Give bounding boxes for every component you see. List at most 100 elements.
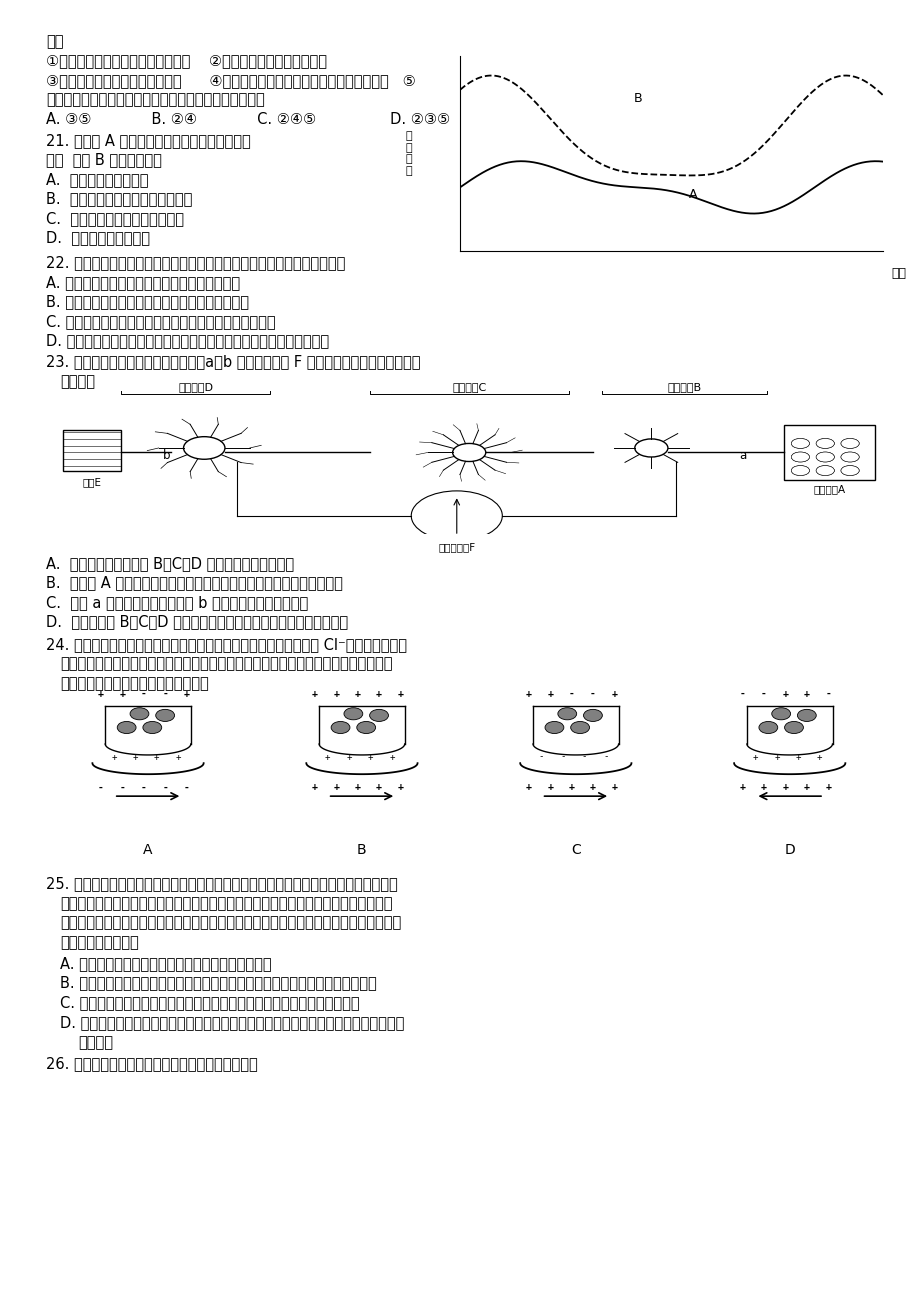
Circle shape	[142, 721, 162, 733]
Text: +: +	[816, 753, 822, 762]
Circle shape	[840, 466, 858, 475]
Text: +: +	[568, 783, 573, 793]
Text: C.  若从 a 处切断神经纤维，刺激 b 处，效应器可以产生反应: C. 若从 a 处切断神经纤维，刺激 b 处，效应器可以产生反应	[46, 595, 308, 611]
Text: ①内蒙古草原上的全部牛是一个种群    ②池塘中所有的鱼是一个种群: ①内蒙古草原上的全部牛是一个种群 ②池塘中所有的鱼是一个种群	[46, 53, 326, 69]
Text: -: -	[184, 783, 189, 793]
Bar	[63, 430, 121, 470]
Text: +: +	[803, 689, 809, 699]
Text: +: +	[132, 753, 138, 762]
Circle shape	[570, 721, 589, 733]
Text: -: -	[141, 783, 146, 793]
Circle shape	[790, 466, 809, 475]
Text: +: +	[739, 783, 744, 793]
Circle shape	[840, 466, 858, 475]
Circle shape	[790, 452, 809, 462]
Text: -: -	[141, 689, 146, 699]
Circle shape	[797, 710, 815, 721]
Circle shape	[130, 708, 149, 720]
Circle shape	[840, 452, 858, 462]
Text: -: -	[162, 783, 168, 793]
Text: 血清（生物体内的抗体主要存在于血清中）、每一个浆细胞的单独培养液，随后的实验中: 血清（生物体内的抗体主要存在于血清中）、每一个浆细胞的单独培养液，随后的实验中	[60, 915, 401, 931]
Text: B.  在细胞 A 处给与一个刺激，电流计的指针能发生两次方向相反的偏转: B. 在细胞 A 处给与一个刺激，电流计的指针能发生两次方向相反的偏转	[46, 575, 343, 591]
Circle shape	[771, 708, 789, 720]
Text: 况，  那么 B 可能代表的是: 况， 那么 B 可能代表的是	[46, 152, 162, 168]
Circle shape	[369, 710, 388, 721]
Text: -: -	[162, 689, 168, 699]
Circle shape	[331, 721, 349, 733]
Circle shape	[758, 721, 777, 733]
Circle shape	[840, 439, 858, 448]
Text: B. 调查某遗传病的发病率时以患者家系为调查对象: B. 调查某遗传病的发病率时以患者家系为调查对象	[46, 294, 249, 310]
Text: A: A	[687, 187, 697, 201]
Text: +: +	[795, 753, 800, 762]
Text: 最可能出现的现象是: 最可能出现的现象是	[60, 935, 139, 950]
Text: 神经元产生抑制。能正确表示突触前膜释放该种递质前、突触后膜接受该种递质后的膜: 神经元产生抑制。能正确表示突触前膜释放该种递质前、突触后膜接受该种递质后的膜	[60, 656, 391, 672]
Text: -: -	[739, 689, 744, 699]
Text: D.  兴奋在细胞 B、C、D 之间传递时，都存在化学信号与电信号的转换: D. 兴奋在细胞 B、C、D 之间传递时，都存在化学信号与电信号的转换	[46, 615, 347, 630]
Text: C.  群落中生产者数量变化的情况: C. 群落中生产者数量变化的情况	[46, 211, 184, 227]
Text: +: +	[824, 783, 830, 793]
Text: -: -	[98, 783, 104, 793]
Text: D. 用血球计数板计数酵母菌数量时统计方格内和顶角及两邻边上的菌体: D. 用血球计数板计数酵母菌数量时统计方格内和顶角及两邻边上的菌体	[46, 333, 329, 349]
Text: 21. 右图中 A 表示的是一种鹰在一个群落中的情: 21. 右图中 A 表示的是一种鹰在一个群落中的情	[46, 133, 251, 148]
Text: +: +	[346, 753, 351, 762]
Text: +: +	[547, 783, 552, 793]
Text: +: +	[760, 783, 766, 793]
Circle shape	[357, 721, 375, 733]
Text: 26. 以下物质或结构中，不具有特异性识别功能的有: 26. 以下物质或结构中，不具有特异性识别功能的有	[46, 1056, 257, 1072]
Text: 神经细胞D: 神经细胞D	[178, 383, 213, 392]
Text: +: +	[611, 783, 617, 793]
Text: 24. 已知突触小体释放的某种递质与突触后膜结合，可导致突触后膜 Cl⁻内流，使下一个: 24. 已知突触小体释放的某种递质与突触后膜结合，可导致突触后膜 Cl⁻内流，使…	[46, 637, 406, 652]
Text: +: +	[184, 689, 189, 699]
Text: A. 标志重捕法调查褐家鼠种群密度时标志物脱落: A. 标志重捕法调查褐家鼠种群密度时标志物脱落	[46, 275, 240, 290]
Text: 神经细胞C: 神经细胞C	[451, 383, 486, 392]
Text: +: +	[803, 783, 809, 793]
Circle shape	[815, 452, 834, 462]
Text: B. 将甲乙两种沙门氏菌同时加入一种培养液中，最多只有一种细菌出现凝集现象: B. 将甲乙两种沙门氏菌同时加入一种培养液中，最多只有一种细菌出现凝集现象	[60, 975, 376, 991]
Text: +: +	[589, 783, 596, 793]
Text: +: +	[547, 689, 552, 699]
Circle shape	[815, 452, 834, 462]
Text: +: +	[355, 783, 360, 793]
Text: ③稻田中所有的三化螟是一个种群      ④种群密度的决定因素是年龄组成、性别比例   ⑤: ③稻田中所有的三化螟是一个种群 ④种群密度的决定因素是年龄组成、性别比例 ⑤	[46, 73, 415, 89]
Text: A: A	[143, 842, 153, 857]
Text: -: -	[603, 753, 607, 762]
Circle shape	[184, 436, 224, 460]
Text: +: +	[333, 783, 339, 793]
Circle shape	[815, 439, 834, 448]
Text: -: -	[119, 783, 125, 793]
Circle shape	[634, 439, 667, 457]
Text: +: +	[389, 753, 394, 762]
Circle shape	[452, 444, 485, 461]
Text: 细胞E: 细胞E	[83, 478, 102, 487]
Text: 项是: 项是	[46, 34, 63, 49]
Text: +: +	[176, 753, 180, 762]
Text: -: -	[589, 689, 596, 699]
Text: +: +	[324, 753, 330, 762]
Text: +: +	[98, 689, 104, 699]
Text: +: +	[111, 753, 117, 762]
Text: A.  人体内任一反射都需 B、C、D 三种类型神经细胞参与: A. 人体内任一反射都需 B、C、D 三种类型神经细胞参与	[46, 556, 294, 572]
Text: D: D	[784, 842, 794, 857]
Bar	[783, 426, 874, 479]
Text: D.  被鹰捕食的一个种群: D. 被鹰捕食的一个种群	[46, 230, 150, 246]
Text: A. ③⑤             B. ②④             C. ②④⑤                D. ②③⑤: A. ③⑤ B. ②④ C. ②④⑤ D. ②③⑤	[46, 112, 449, 128]
Text: +: +	[312, 783, 317, 793]
Circle shape	[790, 466, 809, 475]
Text: 种群密度的大小决定于出生率和死亡率、迁入率和迁出率: 种群密度的大小决定于出生率和死亡率、迁入率和迁出率	[46, 92, 265, 108]
Text: B.  与鹰有互利共生关系的一个种群: B. 与鹰有互利共生关系的一个种群	[46, 191, 192, 207]
Text: +: +	[368, 753, 373, 762]
Text: +: +	[153, 753, 159, 762]
Text: B: B	[357, 842, 367, 857]
Text: C. 向大鼠的血清中分别加入甲乙两种沙门氏菌，只有一种细菌出现凝集现象: C. 向大鼠的血清中分别加入甲乙两种沙门氏菌，只有一种细菌出现凝集现象	[60, 995, 359, 1010]
Text: 种
群
数
量: 种 群 数 量	[405, 132, 412, 176]
Text: +: +	[119, 689, 125, 699]
Text: +: +	[611, 689, 617, 699]
Text: +: +	[397, 689, 403, 699]
Text: +: +	[774, 753, 778, 762]
Circle shape	[815, 466, 834, 475]
Text: -: -	[539, 753, 544, 762]
Text: +: +	[526, 783, 531, 793]
Text: 时间: 时间	[891, 267, 906, 280]
Text: 鼠体内分离出浆细胞，把每一个浆细胞单独培养在培养液中。提取并分别保存该大鼠的: 鼠体内分离出浆细胞，把每一个浆细胞单独培养在培养液中。提取并分别保存该大鼠的	[60, 896, 391, 911]
